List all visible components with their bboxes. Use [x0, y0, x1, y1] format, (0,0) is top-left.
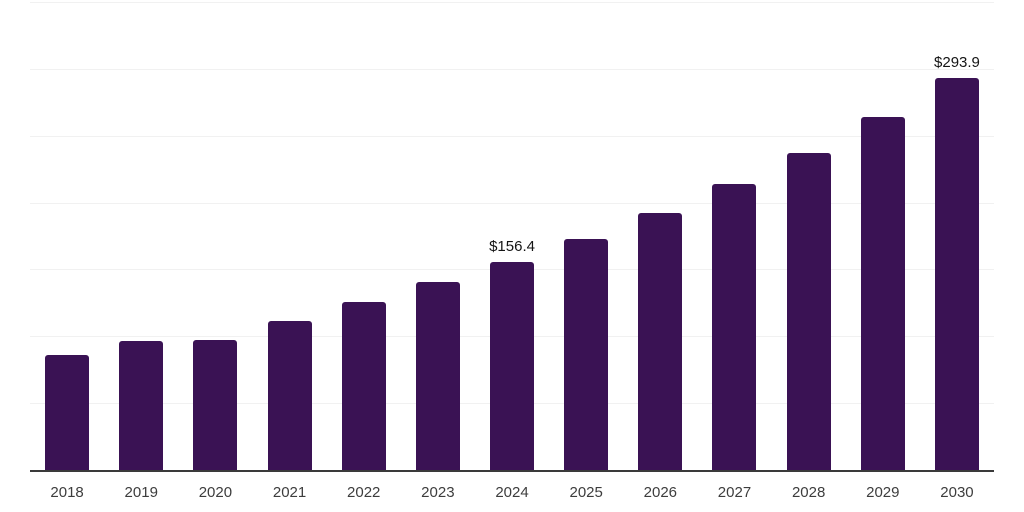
bar-2030: [934, 78, 979, 471]
bar-column-2020: [178, 3, 252, 471]
x-axis-label-2019: 2019: [124, 484, 158, 501]
bar-2029: [860, 117, 905, 471]
gridline-300: [30, 68, 994, 70]
bar-column-2027: [697, 3, 771, 471]
bar-column-2026: [623, 3, 697, 471]
bar-column-2023: [401, 3, 475, 471]
bar-2022: [341, 301, 386, 471]
gridline-350: [30, 2, 994, 3]
gridline-250: [30, 135, 994, 137]
plot-area: $156.4 $293.9: [30, 2, 994, 472]
bar-2023: [415, 281, 460, 471]
bar-2025: [564, 238, 609, 471]
bar-2027: [712, 184, 757, 471]
x-axis-label-2022: 2022: [347, 484, 381, 501]
x-axis-label-2028: 2028: [791, 484, 826, 501]
x-axis-line: [30, 470, 994, 472]
gridline-200: [30, 202, 994, 204]
x-axis-label-2027: 2027: [717, 484, 752, 501]
bar-column-2022: [327, 3, 401, 471]
bar-column-2018: [30, 3, 104, 471]
x-axis-label-2026: 2026: [643, 484, 678, 501]
bar-2024: [490, 261, 535, 471]
x-axis-tick-labels: 2018 2019 2020 2021 2022 2023 2024 2025 2026 2027…: [30, 484, 994, 502]
bar-column-2028: [772, 3, 846, 471]
bar-2020: [193, 339, 238, 471]
bar-columns: $156.4 $293.9: [30, 3, 994, 471]
x-axis-label-2029: 2029: [866, 484, 900, 501]
x-axis-label-2018: 2018: [50, 484, 84, 501]
bar-column-2021: [252, 3, 326, 471]
bar-2028: [786, 152, 831, 471]
x-axis-label-2023: 2023: [421, 484, 455, 501]
x-axis-label-2030: 2030: [940, 484, 974, 501]
x-axis-label-2020: 2020: [198, 484, 233, 501]
bar-value-label-2024: $156.4: [489, 237, 535, 255]
bar-column-2030: $293.9: [920, 3, 994, 471]
x-axis-label-2025: 2025: [569, 484, 603, 501]
bar-2018: [45, 354, 90, 471]
bar-column-2019: [104, 3, 178, 471]
bar-column-2024: $156.4: [475, 3, 549, 471]
bar-2019: [119, 341, 164, 471]
bar-2026: [638, 212, 683, 471]
bar-column-2029: [846, 3, 920, 471]
x-axis-label-2021: 2021: [272, 484, 307, 501]
bar-column-2025: [549, 3, 623, 471]
bar-2021: [267, 321, 312, 471]
bar-value-label-2030: $293.9: [934, 54, 980, 72]
x-axis-label-2024: 2024: [495, 484, 529, 501]
